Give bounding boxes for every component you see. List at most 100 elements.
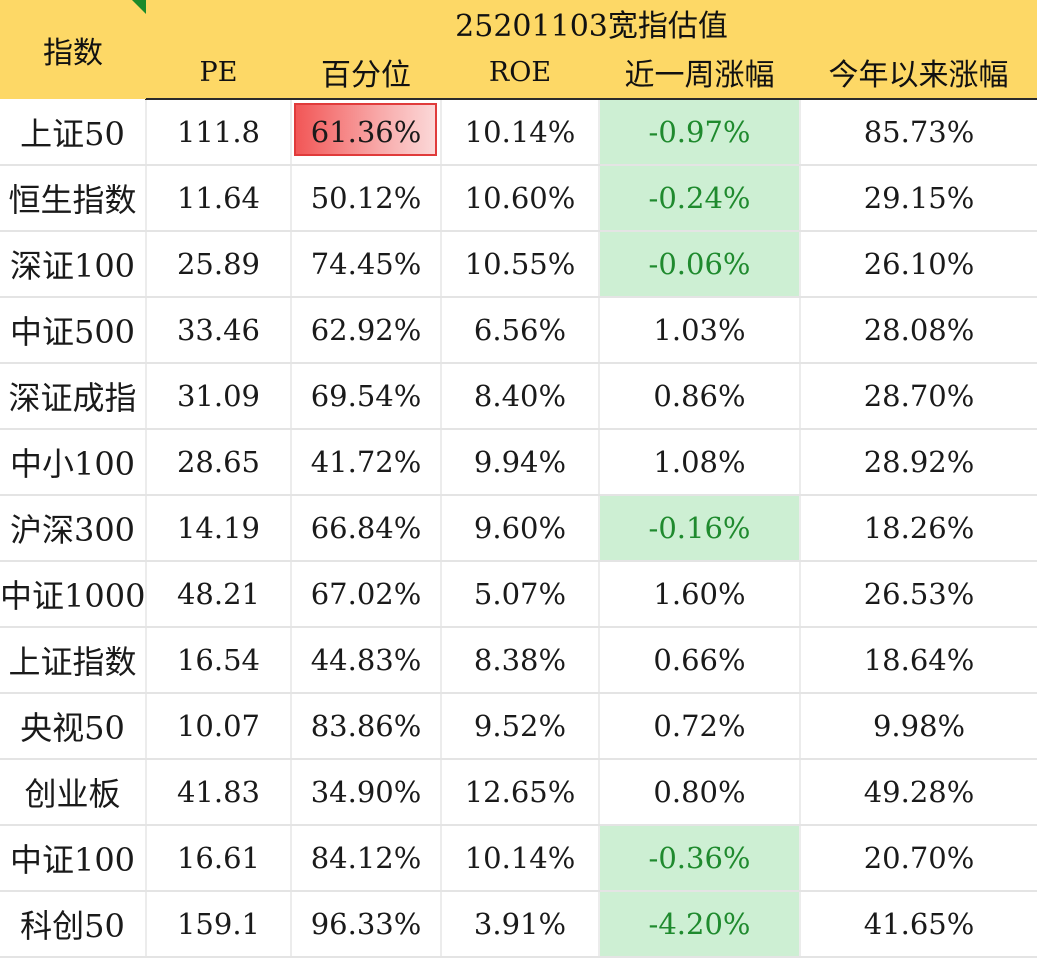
roe-cell[interactable]: 6.56% — [441, 297, 600, 364]
roe-cell[interactable]: 8.38% — [441, 627, 600, 694]
table-row: 上证指数 16.54 44.83% 8.38% 0.66% 18.64% — [0, 627, 1037, 694]
week-change-cell[interactable]: 0.80% — [599, 759, 801, 826]
pe-cell[interactable]: 111.8 — [146, 99, 292, 166]
week-change-cell[interactable]: 0.72% — [599, 693, 801, 760]
week-change-cell[interactable]: -0.36% — [599, 825, 801, 892]
column-header-ytd-change[interactable]: 今年以来涨幅 — [800, 46, 1037, 100]
index-name-cell[interactable]: 科创50 — [0, 891, 147, 958]
percentile-cell[interactable]: 67.02% — [291, 561, 442, 628]
table-row: 科创50 159.1 96.33% 3.91% -4.20% 41.65% — [0, 891, 1037, 958]
ytd-change-cell[interactable]: 28.08% — [800, 297, 1037, 364]
index-name-cell[interactable]: 深证成指 — [0, 363, 147, 430]
roe-cell[interactable]: 10.60% — [441, 165, 600, 232]
percentile-cell[interactable]: 41.72% — [291, 429, 442, 496]
week-change-cell[interactable]: -0.97% — [599, 99, 801, 166]
column-header-pe[interactable]: PE — [146, 46, 291, 100]
percentile-cell[interactable]: 66.84% — [291, 495, 442, 562]
pe-cell[interactable]: 16.61 — [146, 825, 292, 892]
pe-cell[interactable]: 14.19 — [146, 495, 292, 562]
percentile-value: 61.36% — [310, 115, 422, 149]
percentile-cell[interactable]: 69.54% — [291, 363, 442, 430]
week-change-cell[interactable]: -4.20% — [599, 891, 801, 958]
ytd-change-cell[interactable]: 29.15% — [800, 165, 1037, 232]
index-name-cell[interactable]: 中证1000 — [0, 561, 147, 628]
week-change-cell[interactable]: -0.06% — [599, 231, 801, 298]
percentile-cell[interactable]: 50.12% — [291, 165, 442, 232]
table-row: 深证成指 31.09 69.54% 8.40% 0.86% 28.70% — [0, 363, 1037, 430]
week-change-cell[interactable]: -0.16% — [599, 495, 801, 562]
roe-cell[interactable]: 3.91% — [441, 891, 600, 958]
week-change-cell[interactable]: -0.24% — [599, 165, 801, 232]
pe-cell[interactable]: 33.46 — [146, 297, 292, 364]
index-name-cell[interactable]: 中小100 — [0, 429, 147, 496]
ytd-change-cell[interactable]: 26.10% — [800, 231, 1037, 298]
comment-marker-icon — [132, 0, 146, 14]
ytd-change-cell[interactable]: 18.26% — [800, 495, 1037, 562]
index-column-header[interactable]: 指数 — [0, 0, 146, 99]
roe-cell[interactable]: 5.07% — [441, 561, 600, 628]
percentile-cell[interactable]: 74.45% — [291, 231, 442, 298]
percentile-cell[interactable]: 96.33% — [291, 891, 442, 958]
index-name-cell[interactable]: 深证100 — [0, 231, 147, 298]
pe-cell[interactable]: 11.64 — [146, 165, 292, 232]
roe-cell[interactable]: 9.60% — [441, 495, 600, 562]
index-name-cell[interactable]: 中证500 — [0, 297, 147, 364]
table-row: 中证1000 48.21 67.02% 5.07% 1.60% 26.53% — [0, 561, 1037, 628]
ytd-change-cell[interactable]: 20.70% — [800, 825, 1037, 892]
table-row: 恒生指数 11.64 50.12% 10.60% -0.24% 29.15% — [0, 165, 1037, 232]
percentile-cell[interactable]: 44.83% — [291, 627, 442, 694]
table-row: 中证500 33.46 62.92% 6.56% 1.03% 28.08% — [0, 297, 1037, 364]
column-header-percentile[interactable]: 百分位 — [291, 46, 441, 100]
percentile-cell[interactable]: 84.12% — [291, 825, 442, 892]
roe-cell[interactable]: 9.52% — [441, 693, 600, 760]
pe-cell[interactable]: 48.21 — [146, 561, 292, 628]
table-row: 深证100 25.89 74.45% 10.55% -0.06% 26.10% — [0, 231, 1037, 298]
pe-cell[interactable]: 41.83 — [146, 759, 292, 826]
pe-cell[interactable]: 10.07 — [146, 693, 292, 760]
ytd-change-cell[interactable]: 49.28% — [800, 759, 1037, 826]
table-title[interactable]: 25201103宽指估值 — [146, 0, 1037, 46]
table-row: 上证50 111.8 61.36% 10.14% -0.97% 85.73% — [0, 99, 1037, 166]
roe-cell[interactable]: 10.14% — [441, 825, 600, 892]
percentile-cell[interactable]: 62.92% — [291, 297, 442, 364]
roe-cell[interactable]: 10.14% — [441, 99, 600, 166]
roe-cell[interactable]: 8.40% — [441, 363, 600, 430]
index-name-cell[interactable]: 沪深300 — [0, 495, 147, 562]
percentile-cell[interactable]: 83.86% — [291, 693, 442, 760]
pe-cell[interactable]: 159.1 — [146, 891, 292, 958]
roe-cell[interactable]: 10.55% — [441, 231, 600, 298]
highlight-fill — [294, 103, 437, 156]
ytd-change-cell[interactable]: 18.64% — [800, 627, 1037, 694]
pe-cell[interactable]: 25.89 — [146, 231, 292, 298]
index-name-cell[interactable]: 创业板 — [0, 759, 147, 826]
index-name-cell[interactable]: 上证50 — [0, 99, 147, 166]
index-name-cell[interactable]: 上证指数 — [0, 627, 147, 694]
ytd-change-cell[interactable]: 28.70% — [800, 363, 1037, 430]
percentile-cell[interactable]: 61.36% — [291, 99, 442, 166]
ytd-change-cell[interactable]: 9.98% — [800, 693, 1037, 760]
index-name-cell[interactable]: 恒生指数 — [0, 165, 147, 232]
ytd-change-cell[interactable]: 26.53% — [800, 561, 1037, 628]
ytd-change-cell[interactable]: 28.92% — [800, 429, 1037, 496]
table-row: 中小100 28.65 41.72% 9.94% 1.08% 28.92% — [0, 429, 1037, 496]
column-header-week-change[interactable]: 近一周涨幅 — [599, 46, 800, 100]
table-row: 创业板 41.83 34.90% 12.65% 0.80% 49.28% — [0, 759, 1037, 826]
week-change-cell[interactable]: 0.66% — [599, 627, 801, 694]
column-header-roe[interactable]: ROE — [441, 46, 599, 100]
pe-cell[interactable]: 31.09 — [146, 363, 292, 430]
ytd-change-cell[interactable]: 85.73% — [800, 99, 1037, 166]
percentile-cell[interactable]: 34.90% — [291, 759, 442, 826]
index-name-cell[interactable]: 央视50 — [0, 693, 147, 760]
ytd-change-cell[interactable]: 41.65% — [800, 891, 1037, 958]
week-change-cell[interactable]: 1.60% — [599, 561, 801, 628]
index-name-cell[interactable]: 中证100 — [0, 825, 147, 892]
week-change-cell[interactable]: 1.08% — [599, 429, 801, 496]
roe-cell[interactable]: 9.94% — [441, 429, 600, 496]
table-row: 沪深300 14.19 66.84% 9.60% -0.16% 18.26% — [0, 495, 1037, 562]
roe-cell[interactable]: 12.65% — [441, 759, 600, 826]
week-change-cell[interactable]: 0.86% — [599, 363, 801, 430]
week-change-cell[interactable]: 1.03% — [599, 297, 801, 364]
pe-cell[interactable]: 16.54 — [146, 627, 292, 694]
pe-cell[interactable]: 28.65 — [146, 429, 292, 496]
